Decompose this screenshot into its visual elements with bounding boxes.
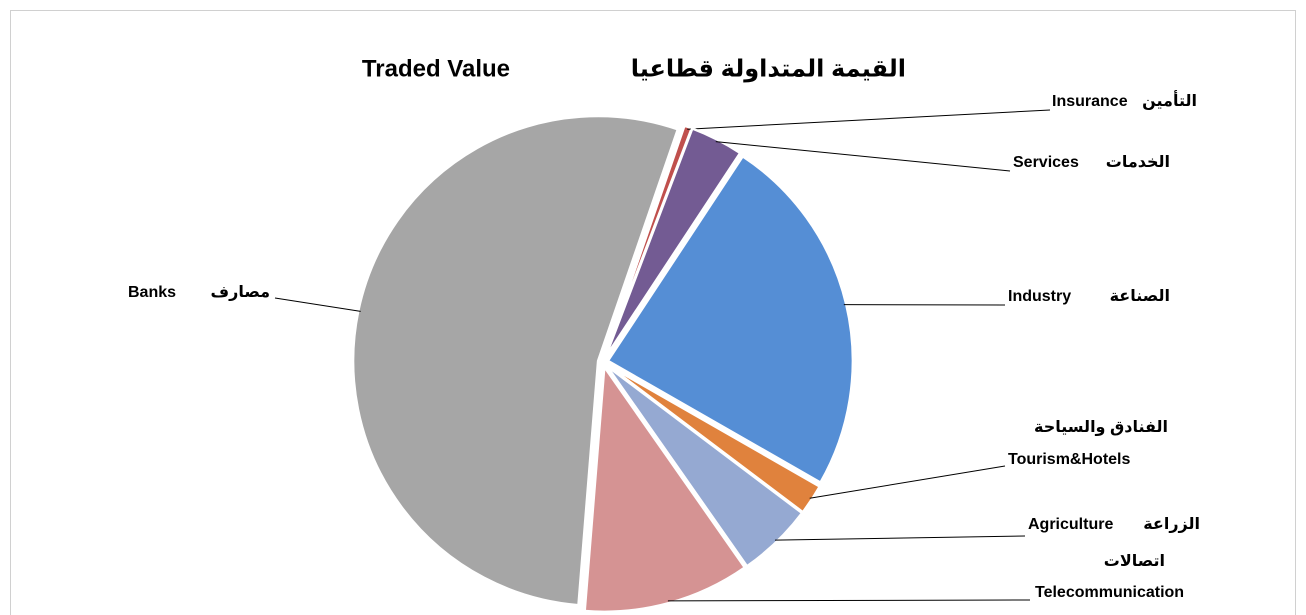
category-label: Agriculture <box>1028 516 1113 533</box>
category-label: Telecommunication <box>1035 584 1184 601</box>
category-label: Banks <box>128 284 176 301</box>
leader-line <box>687 109 1051 130</box>
pie-slice <box>604 126 742 359</box>
category-label: Insurance <box>1052 93 1128 110</box>
leader-line <box>774 535 1026 541</box>
category-label-ar: الصناعة <box>1110 288 1170 305</box>
pie-slice <box>606 154 855 485</box>
leader-line <box>274 297 361 312</box>
leader-line <box>715 141 1011 172</box>
pie-slice <box>605 364 804 569</box>
category-label-ar: الزراعة <box>1143 516 1200 533</box>
leader-line <box>809 465 1006 499</box>
category-label-ar: الخدمات <box>1106 154 1170 171</box>
category-label-ar: التأمين <box>1142 90 1197 110</box>
category-label-ar: اتصالات <box>1104 553 1165 570</box>
pie-slice <box>583 363 747 613</box>
category-label-ar: الفنادق والسياحة <box>1034 419 1168 436</box>
chart-title-ar: القيمة المتداولة قطاعيا <box>631 55 906 82</box>
category-label-ar: مصارف <box>211 284 270 301</box>
leader-line <box>667 599 1031 602</box>
category-label: Industry <box>1008 288 1071 305</box>
chart-title-en: Traded Value <box>362 55 510 82</box>
category-label: Services <box>1013 154 1079 171</box>
category-label: Tourism&Hotels <box>1008 451 1130 468</box>
